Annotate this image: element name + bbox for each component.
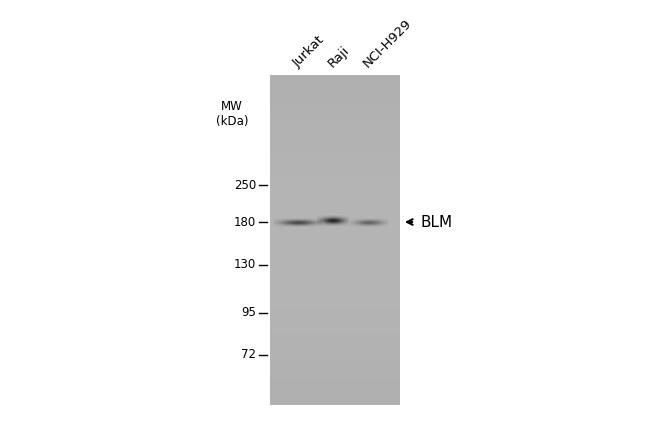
Bar xyxy=(270,75,400,405)
Text: Jurkat: Jurkat xyxy=(291,33,328,70)
Text: NCI-H929: NCI-H929 xyxy=(361,16,414,70)
Text: Raji: Raji xyxy=(326,43,352,70)
Text: MW
(kDa): MW (kDa) xyxy=(216,100,248,128)
Text: 95: 95 xyxy=(241,306,256,319)
Text: 250: 250 xyxy=(234,179,256,192)
Text: 72: 72 xyxy=(241,349,256,362)
Text: 180: 180 xyxy=(234,216,256,228)
Text: 130: 130 xyxy=(234,259,256,271)
Text: BLM: BLM xyxy=(420,214,452,230)
